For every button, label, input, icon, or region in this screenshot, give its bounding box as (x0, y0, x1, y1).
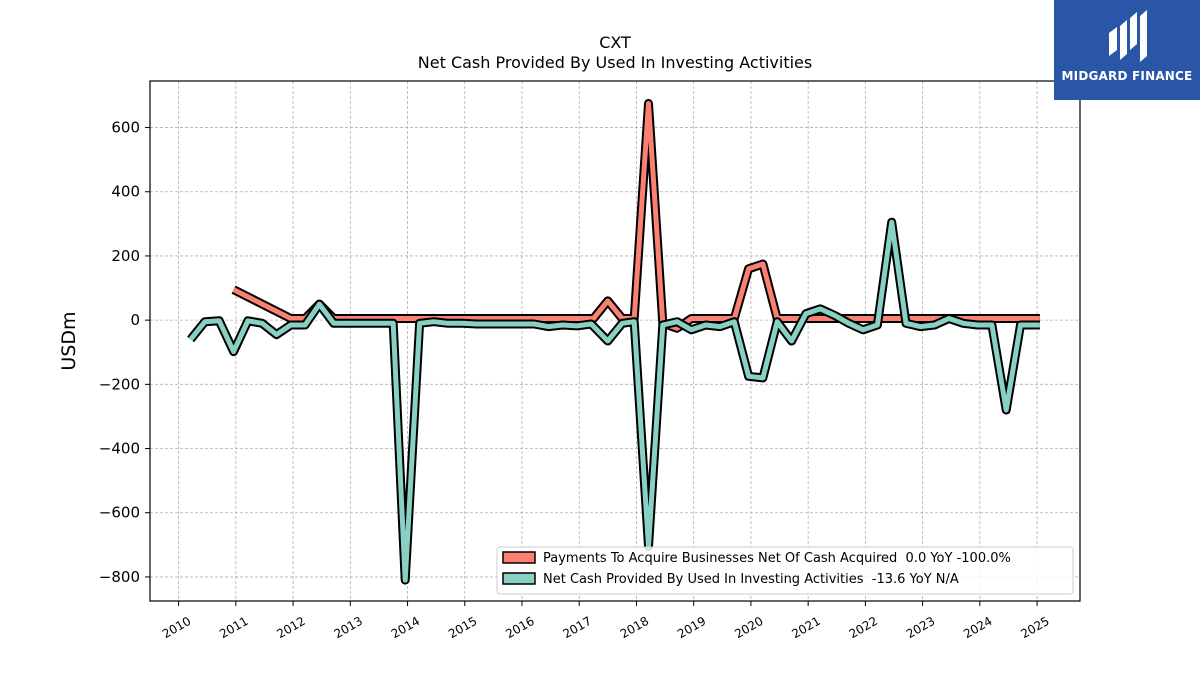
legend-label-net-cash: Net Cash Provided By Used In Investing A… (543, 572, 959, 587)
x-tick-label: 2024 (961, 614, 994, 641)
plot-frame (149, 80, 1081, 602)
grid-lines (150, 81, 1080, 601)
y-axis-ticks: −800 −600 −400 −200 0 200 400 600 (99, 119, 150, 586)
x-tick-label: 2017 (561, 614, 594, 641)
x-tick-label: 2011 (217, 614, 250, 641)
y-tick-label: −200 (99, 375, 140, 393)
x-axis-ticks: 2010 2011 2012 2013 2014 2015 2016 2017 2018 2019… (160, 601, 1052, 641)
midgard-logo-icon (1109, 10, 1147, 62)
chart-title: CXT (599, 33, 631, 52)
x-tick-label: 2023 (904, 614, 937, 641)
x-tick-label: 2025 (1018, 614, 1051, 641)
legend-swatch-net-cash (502, 572, 536, 585)
x-tick-label: 2022 (847, 614, 880, 641)
x-tick-label: 2021 (789, 614, 822, 641)
legend-swatch-payments (502, 551, 536, 564)
series-0 (231, 99, 1040, 333)
x-tick-label: 2018 (618, 614, 651, 641)
brand-logo: MIDGARD FINANCE (1054, 0, 1200, 100)
x-tick-label: 2013 (332, 614, 365, 641)
y-tick-label: −800 (99, 568, 140, 586)
series-line (188, 219, 1040, 583)
series-layer (187, 99, 1040, 585)
chart-subtitle: Net Cash Provided By Used In Investing A… (418, 53, 812, 72)
x-tick-label: 2012 (274, 614, 307, 641)
x-tick-label: 2016 (503, 614, 536, 641)
series-1 (187, 217, 1040, 585)
legend: Payments To Acquire Businesses Net Of Ca… (496, 546, 1074, 595)
legend-label-payments: Payments To Acquire Businesses Net Of Ca… (543, 551, 1011, 566)
y-tick-label: 0 (130, 311, 140, 329)
y-tick-label: 200 (111, 247, 140, 265)
x-tick-label: 2010 (160, 614, 193, 641)
x-tick-label: 2020 (732, 614, 765, 641)
legend-box (496, 546, 1074, 595)
y-tick-label: 600 (111, 119, 140, 137)
x-tick-label: 2019 (675, 614, 708, 641)
y-axis-label: USDm (58, 311, 80, 370)
series-outline (187, 217, 1040, 585)
y-tick-label: 400 (111, 183, 140, 201)
y-tick-label: −400 (99, 440, 140, 458)
x-tick-label: 2015 (446, 614, 479, 641)
x-tick-label: 2014 (389, 614, 422, 641)
brand-name: MIDGARD FINANCE (1061, 69, 1193, 83)
y-tick-label: −600 (99, 504, 140, 522)
series-line (232, 101, 1040, 331)
